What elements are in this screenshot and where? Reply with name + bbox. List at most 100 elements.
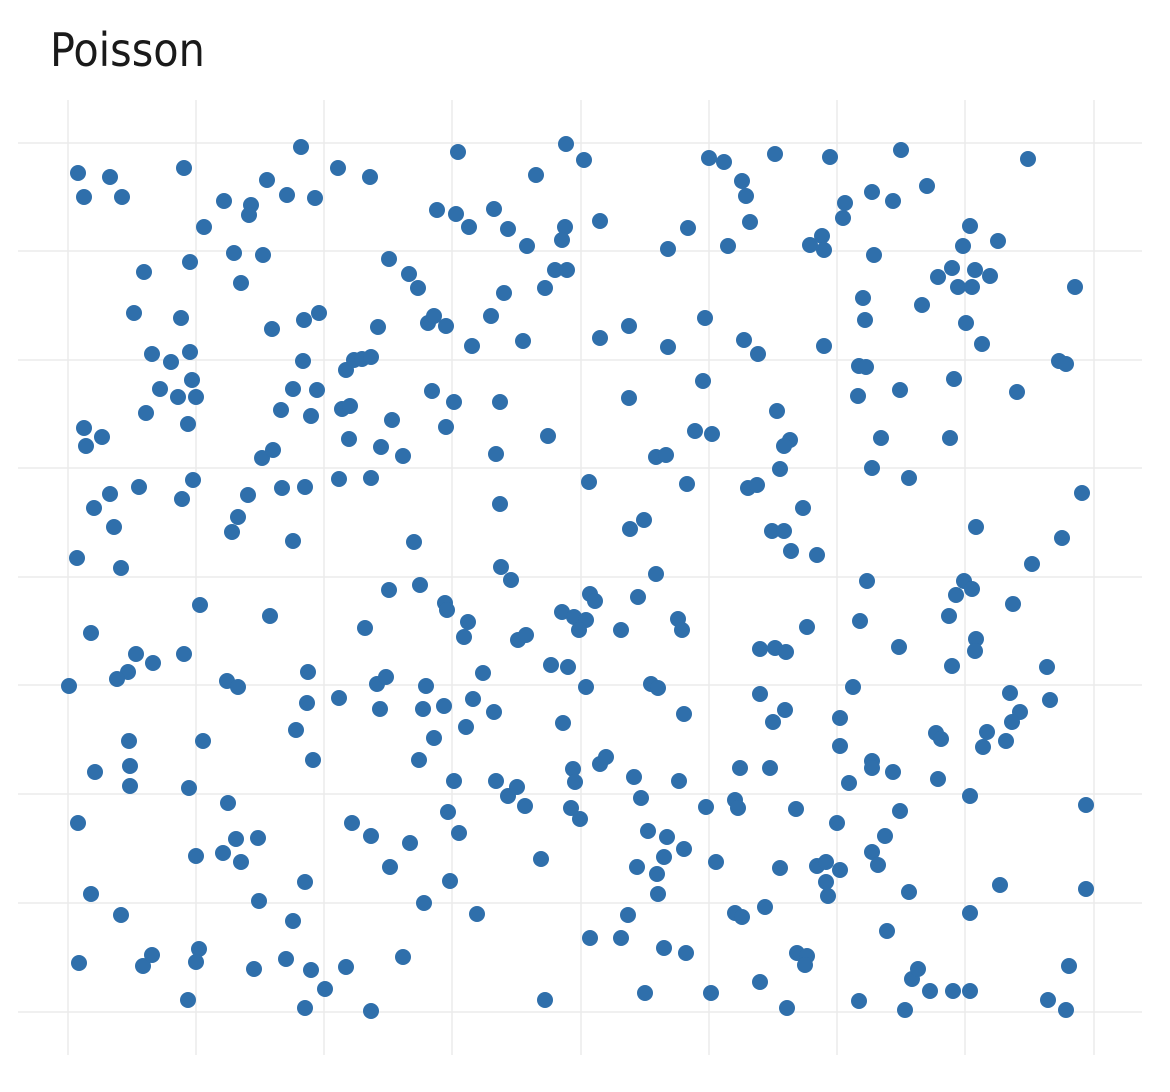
point — [640, 823, 656, 839]
point — [94, 429, 110, 445]
point — [698, 799, 714, 815]
point — [488, 446, 504, 462]
point — [879, 923, 895, 939]
point — [418, 678, 434, 694]
point — [402, 835, 418, 851]
point — [174, 491, 190, 507]
point — [363, 470, 379, 486]
point — [184, 372, 200, 388]
point — [962, 905, 978, 921]
point — [450, 144, 466, 160]
point — [415, 701, 431, 717]
point — [964, 279, 980, 295]
point — [109, 671, 125, 687]
point — [660, 241, 676, 257]
point — [138, 405, 154, 421]
point — [732, 760, 748, 776]
point — [730, 800, 746, 816]
point — [300, 664, 316, 680]
point — [483, 308, 499, 324]
point — [567, 774, 583, 790]
point — [70, 815, 86, 831]
point — [592, 330, 608, 346]
point — [461, 219, 477, 235]
point — [857, 312, 873, 328]
point — [901, 884, 917, 900]
point — [255, 247, 271, 263]
point — [630, 589, 646, 605]
point — [458, 719, 474, 735]
point — [948, 587, 964, 603]
point — [344, 815, 360, 831]
point — [1067, 279, 1083, 295]
point — [779, 1000, 795, 1016]
point — [841, 775, 857, 791]
point — [547, 262, 563, 278]
point — [438, 318, 454, 334]
point — [381, 251, 397, 267]
point — [914, 297, 930, 313]
point — [451, 825, 467, 841]
point — [563, 800, 579, 816]
point — [962, 218, 978, 234]
point — [990, 233, 1006, 249]
point — [776, 438, 792, 454]
point — [658, 447, 674, 463]
point — [946, 371, 962, 387]
point — [873, 430, 889, 446]
point — [968, 519, 984, 535]
point — [708, 854, 724, 870]
point — [144, 346, 160, 362]
point — [1058, 1002, 1074, 1018]
point — [500, 221, 516, 237]
point — [557, 219, 573, 235]
point — [676, 706, 692, 722]
point — [215, 845, 231, 861]
point — [1040, 992, 1056, 1008]
point — [687, 423, 703, 439]
point — [181, 780, 197, 796]
point — [891, 639, 907, 655]
point — [955, 238, 971, 254]
point — [738, 188, 754, 204]
point — [436, 698, 452, 714]
point — [230, 509, 246, 525]
point — [818, 854, 834, 870]
point — [102, 486, 118, 502]
point — [676, 841, 692, 857]
point — [395, 448, 411, 464]
point — [1002, 685, 1018, 701]
point — [278, 951, 294, 967]
point — [950, 279, 966, 295]
point — [384, 412, 400, 428]
point — [182, 254, 198, 270]
point — [967, 643, 983, 659]
point — [772, 461, 788, 477]
point — [944, 658, 960, 674]
point — [885, 193, 901, 209]
point — [621, 390, 637, 406]
point — [180, 992, 196, 1008]
point — [233, 275, 249, 291]
point — [233, 854, 249, 870]
point — [293, 139, 309, 155]
point — [469, 906, 485, 922]
point — [636, 512, 652, 528]
point — [565, 761, 581, 777]
point — [262, 608, 278, 624]
point — [772, 860, 788, 876]
point — [78, 438, 94, 454]
point — [426, 308, 442, 324]
point — [704, 426, 720, 442]
point — [144, 947, 160, 963]
point — [288, 722, 304, 738]
point — [1009, 384, 1025, 400]
point — [749, 477, 765, 493]
point — [416, 895, 432, 911]
point — [697, 310, 713, 326]
point — [864, 760, 880, 776]
point — [975, 739, 991, 755]
point — [626, 769, 642, 785]
point — [446, 394, 462, 410]
